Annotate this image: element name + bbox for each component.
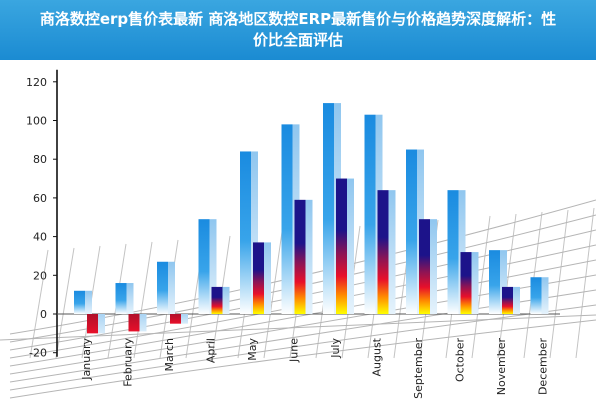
floor-grid-line	[575, 207, 595, 359]
x-category-label: August	[371, 337, 384, 376]
bar-series-1-side	[500, 250, 507, 314]
bar-series-2-side	[139, 314, 147, 332]
x-category-label: September	[412, 338, 425, 399]
y-tick-label: 60	[33, 192, 47, 205]
bar-series-2	[336, 178, 347, 314]
floor-grid-line	[9, 304, 596, 391]
x-category-label: July	[329, 338, 342, 359]
x-category-label: June	[288, 338, 301, 363]
bar-series-1-side	[541, 277, 549, 314]
bar-series-1	[406, 149, 417, 314]
y-tick-label: 40	[33, 231, 47, 244]
bar-series-2-side	[388, 190, 396, 314]
bar-series-2	[419, 219, 430, 314]
bar-series-1	[281, 124, 293, 315]
x-category-label: November	[495, 338, 508, 396]
y-tick-label: 100	[26, 115, 47, 128]
bar-series-1	[115, 283, 127, 314]
bar-series-1	[157, 261, 168, 314]
x-category-label: February	[122, 338, 135, 387]
floor-grid-line	[55, 247, 75, 359]
floor-grid-line	[263, 231, 283, 359]
page-title: 商洛数控erp售价表最新 商洛地区数控ERP最新售价与价格趋势深度解析：性价比全…	[39, 10, 557, 49]
x-category-label: December	[537, 338, 550, 396]
floor-grid-line	[549, 209, 569, 359]
x-category-label: May	[246, 338, 259, 361]
bar-series-2-side	[347, 178, 354, 314]
bar-series-2	[128, 314, 140, 332]
floor-grid-line	[0, 314, 596, 341]
bar-series-1	[74, 290, 85, 314]
bar-series-2	[460, 252, 472, 314]
bar-series-1	[530, 277, 542, 314]
x-category-label: April	[205, 338, 218, 363]
bar-series-2	[87, 314, 98, 334]
y-tick-label: 20	[33, 269, 47, 282]
floor-grid-line	[29, 249, 49, 359]
chart-title-bar: 商洛数控erp售价表最新 商洛地区数控ERP最新售价与价格趋势深度解析：性价比全…	[0, 0, 596, 60]
floor-grid-line	[133, 241, 153, 359]
bar-series-2-side	[305, 199, 313, 314]
bar-series-1	[447, 190, 459, 314]
bar-series-2	[211, 286, 223, 314]
bar-series-1-side	[168, 261, 175, 314]
bar-series-1-side	[85, 290, 92, 314]
bars-layer	[74, 103, 549, 334]
bar-series-1-side	[209, 219, 217, 314]
x-category-label: January	[80, 338, 93, 381]
bar-series-1	[364, 114, 376, 314]
bar-series-2-side	[471, 252, 479, 314]
bar-series-2	[170, 314, 181, 324]
bar-series-2	[294, 199, 306, 314]
y-tick-label: 120	[26, 76, 47, 89]
bar-series-2	[377, 190, 389, 314]
bar-series-2-side	[222, 286, 230, 314]
floor-grid-line	[471, 215, 491, 359]
bar-series-2-side	[98, 314, 105, 334]
bar-series-1-side	[251, 151, 258, 314]
bar-series-2	[502, 286, 513, 314]
bar-series-2-side	[264, 242, 271, 314]
x-category-label: March	[163, 338, 176, 372]
bar-series-1	[323, 103, 334, 315]
bar-series-1	[240, 151, 251, 314]
floor-grid-line	[9, 319, 596, 399]
y-tick-label: 80	[33, 153, 47, 166]
x-category-label: October	[454, 338, 467, 382]
bar-chart: -20 0 20 40 60 80 100 120 January February March A…	[0, 69, 596, 399]
x-axis-labels: January February March April May June July Augu…	[80, 337, 550, 398]
bar-series-1	[198, 219, 210, 314]
bar-series-2	[253, 242, 264, 314]
bar-series-2-side	[513, 286, 520, 314]
bar-series-1-side	[126, 283, 134, 314]
bar-series-1	[489, 250, 500, 314]
y-tick-label: -20	[29, 347, 47, 360]
bar-series-2-side	[430, 219, 437, 314]
bar-series-2-side	[181, 314, 188, 324]
y-tick-label: 0	[40, 308, 47, 321]
